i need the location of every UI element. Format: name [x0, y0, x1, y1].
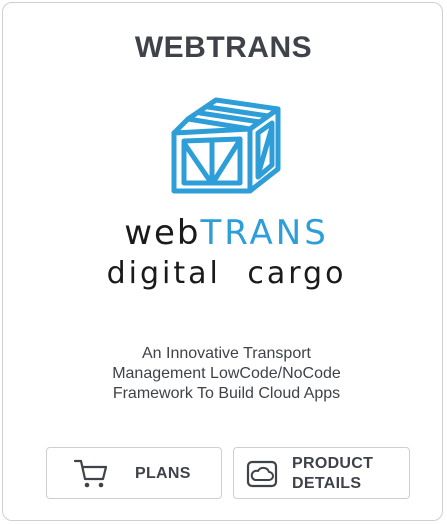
- product-details-button[interactable]: PRODUCT DETAILS: [233, 447, 410, 499]
- plans-button[interactable]: PLANS: [46, 447, 222, 499]
- cart-icon: [73, 458, 109, 490]
- card-title: WEBTRANS: [134, 31, 313, 64]
- card-description: An Innovative Transport Management LowCo…: [63, 344, 390, 404]
- product-card: WEBTRANS webTRANS dig: [2, 2, 443, 521]
- product-details-button-label: PRODUCT DETAILS: [292, 454, 373, 494]
- cloud-icon: [246, 460, 278, 488]
- description-line: An Innovative Transport: [142, 345, 311, 362]
- logo-wordmark-web: web: [124, 213, 201, 253]
- plans-button-label: PLANS: [135, 465, 191, 482]
- logo-wordmark-trans: TRANS: [200, 213, 329, 253]
- description-line: Framework To Build Cloud Apps: [112, 385, 341, 402]
- description-line: Management LowCode/NoCode: [112, 365, 341, 382]
- product-details-label-line: PRODUCT: [292, 455, 374, 472]
- crate-icon: [166, 95, 286, 195]
- logo-wordmark-tagline: digital cargo: [106, 256, 347, 291]
- product-details-label-line: DETAILS: [292, 475, 362, 492]
- logo-wordmark-top: webTRANS: [3, 213, 447, 253]
